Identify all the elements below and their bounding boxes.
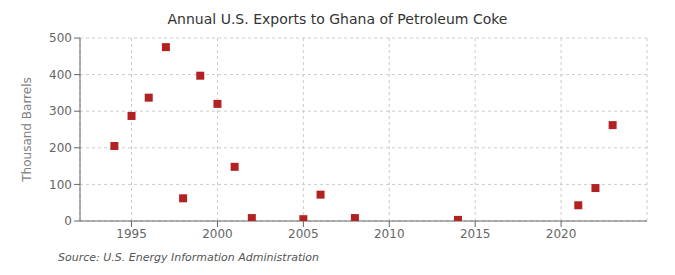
svg-text:300: 300 [49,104,72,118]
svg-text:400: 400 [49,68,72,82]
svg-text:2020: 2020 [546,227,577,241]
svg-text:100: 100 [49,178,72,192]
svg-text:0: 0 [64,214,72,228]
svg-text:Thousand Barrels: Thousand Barrels [20,77,34,182]
svg-text:2005: 2005 [288,227,319,241]
svg-text:1995: 1995 [116,227,147,241]
svg-text:2015: 2015 [460,227,491,241]
html-text:Source: U.S. Energy Informatio: Source: U.S. Energy Information Administ… [58,251,319,264]
svg-text:500: 500 [49,31,72,45]
html-text:Annual U.S. Exports to Ghana o: Annual U.S. Exports to Ghana of Petroleu… [167,11,508,27]
svg-text:200: 200 [49,141,72,155]
svg-text:2000: 2000 [202,227,233,241]
svg-text:2010: 2010 [374,227,405,241]
